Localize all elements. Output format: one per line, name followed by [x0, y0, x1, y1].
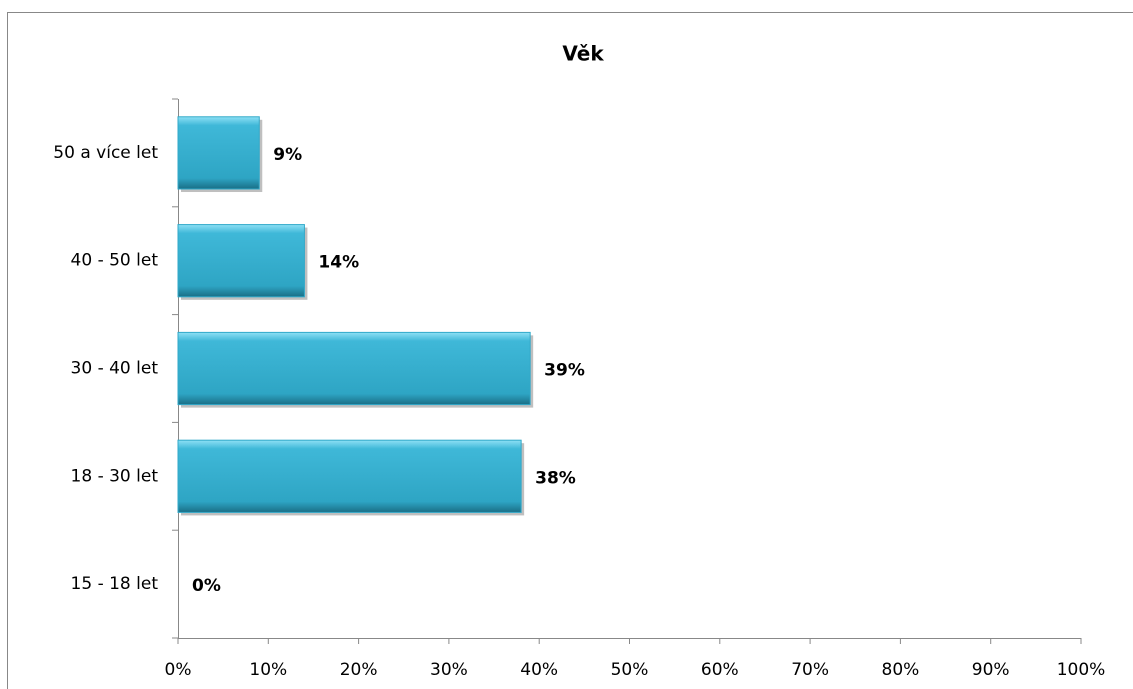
- chart-title: Věk: [562, 42, 604, 66]
- x-tick-label: 70%: [791, 660, 829, 680]
- value-label: 14%: [318, 253, 359, 273]
- x-tick-label: 10%: [249, 660, 287, 680]
- y-tick-label: 15 - 18 let: [71, 574, 159, 594]
- x-tick-label: 0%: [165, 660, 192, 680]
- bar: [177, 439, 522, 513]
- value-label: 0%: [192, 576, 221, 596]
- value-label: 39%: [544, 361, 585, 381]
- x-tick-label: 30%: [430, 660, 468, 680]
- x-tick-label: 60%: [701, 660, 739, 680]
- bar: [177, 331, 531, 406]
- y-tick-label: 50 a více let: [53, 143, 158, 163]
- bar: [177, 224, 305, 298]
- y-tick-label: 30 - 40 let: [71, 359, 159, 379]
- value-label: 9%: [273, 145, 302, 165]
- chart-frame: [7, 12, 1133, 689]
- x-tick-label: 20%: [340, 660, 378, 680]
- x-tick-label: 100%: [1057, 660, 1106, 680]
- x-tick-label: 50%: [611, 660, 649, 680]
- x-tick-label: 40%: [520, 660, 558, 680]
- bar: [177, 116, 260, 190]
- x-tick-label: 80%: [882, 660, 920, 680]
- x-tick-label: 90%: [972, 660, 1010, 680]
- y-tick-label: 40 - 50 let: [71, 251, 159, 271]
- y-tick-label: 18 - 30 let: [71, 466, 159, 486]
- value-label: 38%: [535, 468, 576, 488]
